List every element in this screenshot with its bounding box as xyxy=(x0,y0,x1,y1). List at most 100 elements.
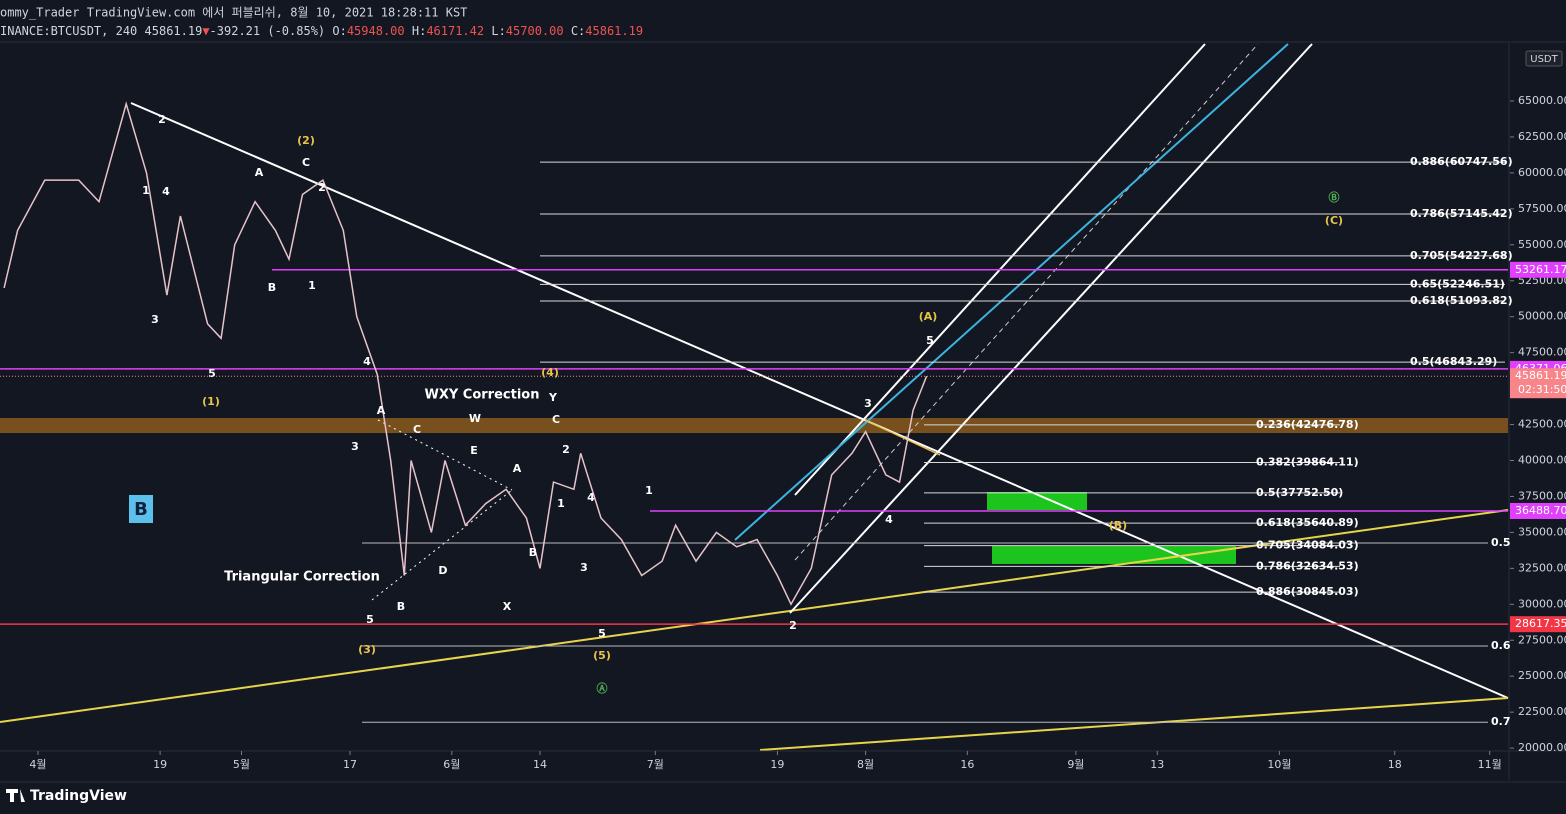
wave-label: Ⓐ xyxy=(597,681,608,695)
wave-label: (A) xyxy=(919,310,938,323)
wave-label: (B) xyxy=(1109,519,1127,532)
y-tick-label: 62500.00 xyxy=(1518,130,1566,143)
x-tick-label: 8월 xyxy=(857,758,874,771)
y-tick-label: 57500.00 xyxy=(1518,202,1566,215)
ohlc-value: 45861.19 xyxy=(585,24,643,38)
header-ohlc: INANCE:BTCUSDT, 240 45861.19▼-392.21 (-0… xyxy=(0,24,643,38)
wave-label: 3 xyxy=(864,397,872,410)
wave-label: 1 xyxy=(142,184,150,197)
ohlc-key: O: xyxy=(332,24,346,38)
target-box xyxy=(992,546,1236,564)
wave-label: (1) xyxy=(202,395,220,408)
wave-label: E xyxy=(470,444,478,457)
y-tick-label: 60000.00 xyxy=(1518,166,1566,179)
fib-label: 0.7 xyxy=(1491,715,1511,728)
price-tag xyxy=(1510,368,1566,399)
ohlc-value: 45700.00 xyxy=(506,24,564,38)
y-tick-label: 20000.00 xyxy=(1518,741,1566,754)
price-tag xyxy=(1510,616,1566,633)
wave-label: 5 xyxy=(208,367,216,380)
ohlc-value: 46171.42 xyxy=(426,24,484,38)
y-tick-label: 27500.00 xyxy=(1518,633,1566,646)
wave-label: 1 xyxy=(645,484,653,497)
fib-label: 0.382(39864.11) xyxy=(1256,455,1359,468)
channel-line xyxy=(789,43,1313,614)
fib-label: 0.705(34084.03) xyxy=(1256,539,1359,552)
fib-label: 0.705(54227.68) xyxy=(1410,249,1513,262)
fib-label: 0.786(32634.53) xyxy=(1256,559,1359,572)
trendline xyxy=(130,102,1509,699)
fib-label: 0.236(42476.78) xyxy=(1256,418,1359,431)
fib-label: 0.618(35640.89) xyxy=(1256,516,1359,529)
ohlc-key: C: xyxy=(571,24,585,38)
brand: TradingView xyxy=(30,788,127,804)
wave-label: 2 xyxy=(158,113,166,126)
wave-label: W xyxy=(469,412,481,425)
x-tick-label: 9월 xyxy=(1067,758,1084,771)
wave-label: 2 xyxy=(318,181,326,194)
fib-label: 0.6 xyxy=(1491,639,1511,652)
channel-line xyxy=(734,43,1289,541)
price-tag xyxy=(1510,502,1566,519)
wave-label: 2 xyxy=(789,619,797,632)
wave-label: (C) xyxy=(1325,214,1343,227)
fib-label: 0.886(60747.56) xyxy=(1410,155,1513,168)
wave-label: Ⓑ xyxy=(1329,190,1340,204)
wave-label: 4 xyxy=(885,513,893,526)
price-line-series xyxy=(3,101,928,606)
x-tick-label: 13 xyxy=(1150,758,1164,771)
x-tick-label: 5월 xyxy=(233,758,250,771)
fib-label: 0.786(57145.42) xyxy=(1410,207,1513,220)
wave-label: D xyxy=(438,564,447,577)
symbol: INANCE:BTCUSDT, 240 xyxy=(0,24,137,38)
y-tick-label: 50000.00 xyxy=(1518,310,1566,323)
change: -392.21 (-0.85%) xyxy=(210,24,326,38)
ohlc-key: L: xyxy=(491,24,505,38)
y-tick-label: 47500.00 xyxy=(1518,346,1566,359)
wave-label: 4 xyxy=(363,355,371,368)
wave-label: B xyxy=(529,546,537,559)
annotation: WXY Correction xyxy=(425,388,540,403)
wave-label: 1 xyxy=(308,279,316,292)
wave-label: C xyxy=(302,156,310,169)
x-tick-label: 16 xyxy=(960,758,974,771)
annotation: Triangular Correction xyxy=(224,570,380,585)
wave-label: B xyxy=(268,281,276,294)
wave-label: Y xyxy=(548,391,558,404)
wave-label: 3 xyxy=(351,440,359,453)
wave-label: 3 xyxy=(580,561,588,574)
zone-band xyxy=(0,418,1508,433)
y-tick-label: 55000.00 xyxy=(1518,238,1566,251)
wave-label: B xyxy=(397,600,405,613)
wave-label: (5) xyxy=(593,649,611,662)
last: 45861.19 xyxy=(145,24,203,38)
fib-label: 0.5(37752.50) xyxy=(1256,486,1343,499)
unit: USDT xyxy=(1530,54,1558,65)
wave-label: (4) xyxy=(541,366,559,379)
wave-label: (2) xyxy=(297,134,315,147)
wave-label: A xyxy=(377,404,386,417)
unit-box xyxy=(1525,50,1563,67)
x-tick-label: 19 xyxy=(153,758,167,771)
fib-label: 0.5(46843.29) xyxy=(1410,355,1497,368)
x-tick-label: 10월 xyxy=(1267,758,1291,771)
x-tick-label: 14 xyxy=(533,758,547,771)
ohlc-value: 45948.00 xyxy=(347,24,405,38)
trendline xyxy=(864,419,941,456)
y-tick-label: 32500.00 xyxy=(1518,561,1566,574)
trendline xyxy=(759,697,1509,751)
fib-label: 0.65(52246.51) xyxy=(1410,277,1505,290)
x-tick-label: 4월 xyxy=(29,758,46,771)
wave-label: 3 xyxy=(151,313,159,326)
brand-logo xyxy=(6,789,25,802)
wave-label: 1 xyxy=(557,497,565,510)
y-tick-label: 22500.00 xyxy=(1518,705,1566,718)
wave-label: 5 xyxy=(366,613,374,626)
x-tick-label: 7월 xyxy=(647,758,664,771)
header-title: ommy_Trader TradingView.com 에서 퍼블리쉬, 8월 … xyxy=(0,6,467,20)
fib-label: 0.5 xyxy=(1491,536,1511,549)
triangle-line xyxy=(377,419,513,491)
y-tick-label: 65000.00 xyxy=(1518,94,1566,107)
channel-mid xyxy=(794,43,1259,561)
